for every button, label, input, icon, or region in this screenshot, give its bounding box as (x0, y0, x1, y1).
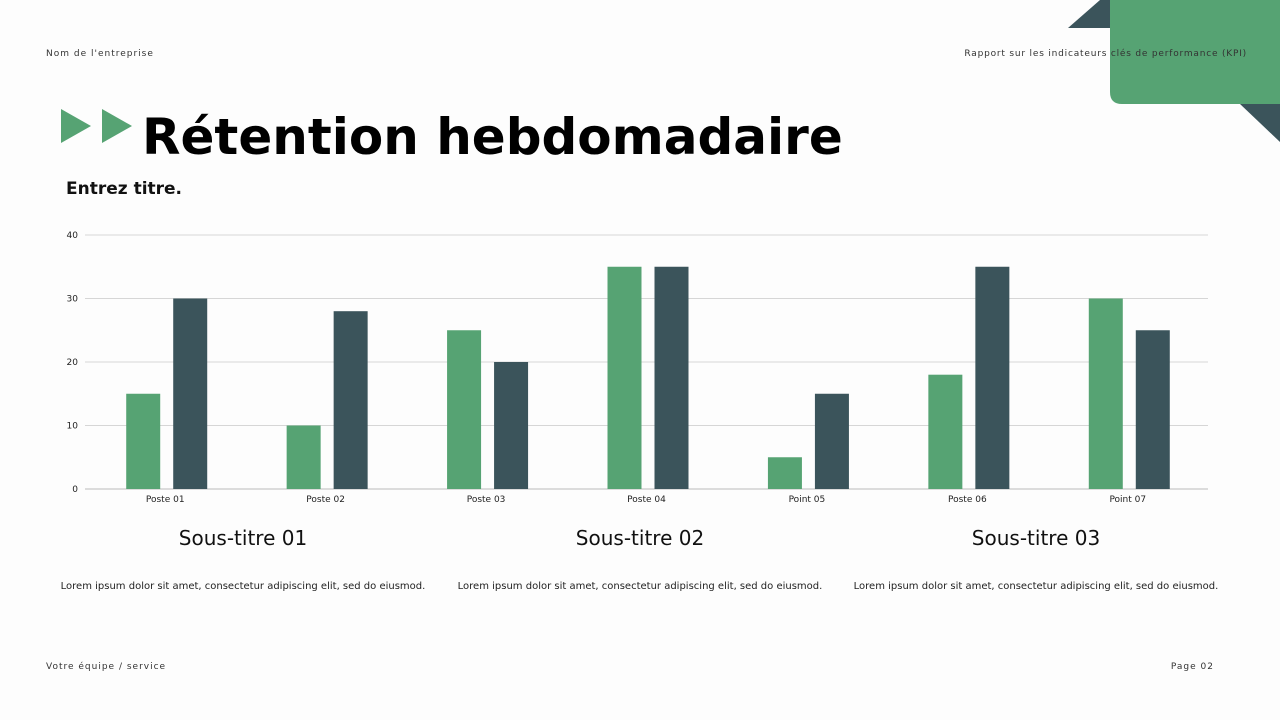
bar-green (767, 457, 802, 489)
section-text-1: Lorem ipsum dolor sit amet, consectetur … (60, 581, 426, 592)
page-title: Rétention hebdomadaire (142, 108, 843, 166)
section-text-3: Lorem ipsum dolor sit amet, consectetur … (853, 581, 1219, 592)
bar-dark (494, 362, 529, 489)
section-title-2: Sous-titre 02 (575, 526, 705, 550)
y-tick-label: 10 (67, 422, 79, 432)
bar-dark (173, 298, 208, 489)
bar-green (1088, 298, 1123, 489)
green-tab (1110, 0, 1280, 104)
bar-green (928, 374, 963, 489)
x-tick-label: Poste 02 (306, 495, 345, 505)
section-title-1: Sous-titre 01 (178, 526, 308, 550)
x-tick-label: Poste 03 (467, 495, 506, 505)
chart-subtitle: Entrez titre. (66, 179, 183, 199)
section-text-2: Lorem ipsum dolor sit amet, consectetur … (457, 581, 823, 592)
bar-chart: 0 10 20 30 40 Poste 01 Poste 02 Poste 03 Poste 0… (67, 231, 1208, 505)
bar-green (447, 330, 482, 489)
y-tick-label: 0 (72, 485, 78, 495)
bar-dark (333, 311, 368, 489)
bar-dark (1135, 330, 1170, 489)
x-tick-label: Poste 04 (627, 495, 666, 505)
x-tick-label: Poste 01 (146, 495, 185, 505)
play-arrow-icon (102, 109, 132, 143)
bar-green (126, 393, 161, 489)
x-tick-label: Point 05 (789, 495, 826, 505)
bar-dark (975, 266, 1010, 489)
team-label: Votre équipe / service (46, 662, 167, 672)
y-tick-label: 20 (67, 358, 79, 368)
company-name: Nom de l'entreprise (46, 49, 154, 59)
x-tick-label: Poste 06 (948, 495, 987, 505)
x-tick-label: Point 07 (1109, 495, 1146, 505)
decorative-shapes (61, 0, 1280, 143)
bar-green (286, 425, 321, 489)
dark-triangle-top (1068, 0, 1110, 28)
play-arrow-icon (61, 109, 91, 143)
bar-dark (814, 393, 849, 489)
dark-triangle-bottom (1240, 104, 1280, 142)
y-tick-label: 30 (67, 295, 79, 305)
page-number: Page 02 (1170, 662, 1214, 672)
bar-dark (654, 266, 689, 489)
report-title: Rapport sur les indicateurs clés de perf… (964, 49, 1247, 59)
section-title-3: Sous-titre 03 (971, 526, 1101, 550)
bar-green (607, 266, 642, 489)
y-tick-label: 40 (67, 231, 79, 241)
